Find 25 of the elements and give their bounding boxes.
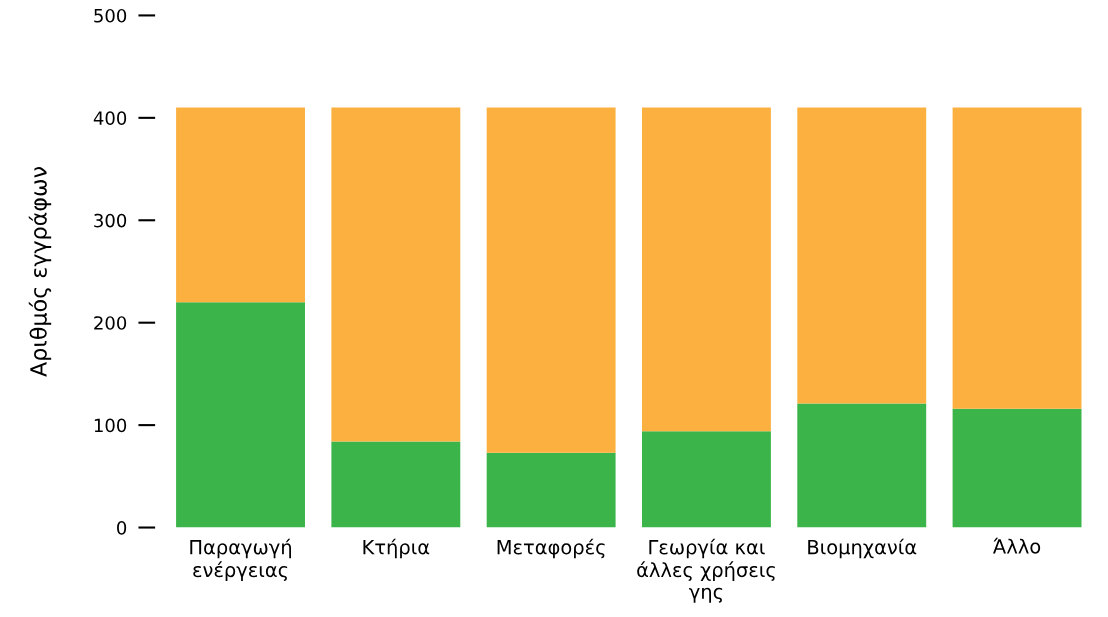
bar: [641, 107, 771, 432]
bar: [952, 107, 1082, 409]
bar: [641, 431, 771, 528]
x-tick-label: Βιομηχανία: [808, 538, 917, 559]
bar: [797, 403, 927, 528]
y-tick-label: 0: [117, 520, 127, 535]
bar: [797, 107, 927, 404]
y-axis-title: Αριθμός εγγράφων: [28, 167, 52, 377]
bar: [176, 302, 305, 528]
bar: [952, 408, 1082, 528]
x-tick-label: Γεωργία και άλλες χρήσεις γης: [637, 538, 775, 603]
x-tick-label: Κτήρια: [363, 538, 430, 559]
y-tick-label: 100: [94, 418, 127, 433]
bar: [486, 107, 616, 453]
x-tick-label: Παραγωγή ενέργειας: [190, 538, 291, 581]
y-tick-label: 500: [94, 8, 127, 23]
y-tick-label: 200: [94, 316, 127, 330]
y-tick-label: 400: [93, 111, 127, 125]
bar: [486, 452, 616, 528]
x-tick-label: Μεταφορές: [497, 538, 605, 559]
y-tick-label: 300: [94, 213, 127, 228]
bar: [331, 441, 461, 528]
bar: [176, 107, 305, 303]
x-tick-label: Άλλο: [993, 537, 1041, 554]
bar: [331, 107, 461, 442]
